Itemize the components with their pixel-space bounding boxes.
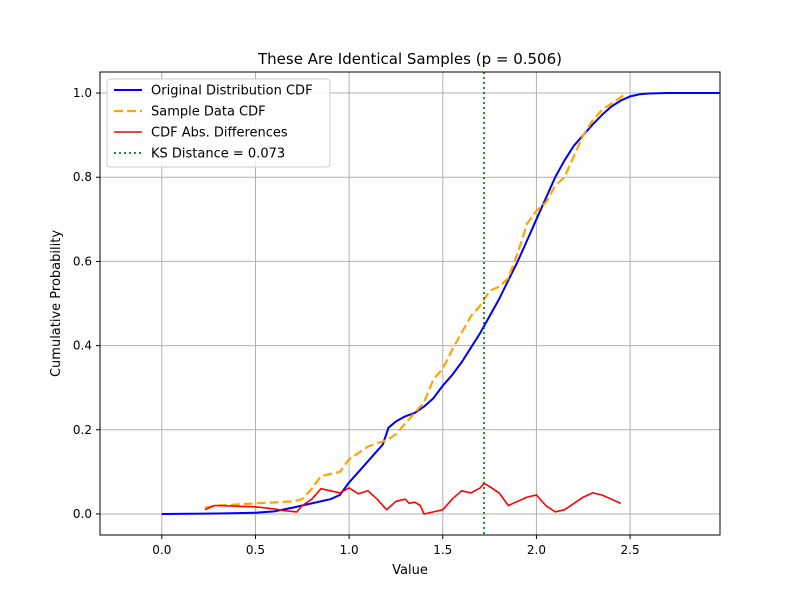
y-tick-label: 0.4 — [73, 339, 92, 353]
y-axis-ticks: 0.0 0.2 0.4 0.6 0.8 1.0 — [73, 86, 100, 521]
legend-label-0: Original Distribution CDF — [151, 84, 313, 99]
y-tick-label: 1.0 — [73, 86, 92, 100]
x-axis-ticks: 0.0 0.5 1.0 1.5 2.0 2.5 — [152, 535, 640, 557]
series-1-line — [204, 92, 627, 509]
x-tick-label: 0.0 — [152, 543, 171, 557]
y-tick-label: 0.2 — [73, 423, 92, 437]
x-tick-label: 2.0 — [527, 543, 546, 557]
plot-frame — [99, 71, 721, 536]
series-layer — [161, 72, 720, 535]
x-tick-label: 1.0 — [340, 543, 359, 557]
legend: Original Distribution CDF Sample Data CDF… — [106, 78, 331, 168]
y-tick-label: 0.8 — [73, 170, 92, 184]
series-2-line — [204, 482, 622, 515]
legend-label-1: Sample Data CDF — [151, 105, 266, 120]
chart-title: These Are Identical Samples (p = 0.506) — [257, 50, 562, 68]
x-tick-label: 2.5 — [621, 543, 640, 557]
legend-box — [106, 78, 331, 168]
legend-label-2: CDF Abs. Differences — [151, 126, 288, 141]
legend-label-3: KS Distance = 0.073 — [151, 147, 285, 162]
x-axis-label: Value — [392, 563, 428, 578]
x-tick-label: 0.5 — [246, 543, 265, 557]
x-tick-label: 1.5 — [433, 543, 452, 557]
y-tick-label: 0.6 — [73, 254, 92, 268]
y-gridlines — [100, 92, 720, 515]
y-axis-label: Cumulative Probability — [49, 230, 64, 377]
y-tick-label: 0.0 — [73, 507, 92, 521]
